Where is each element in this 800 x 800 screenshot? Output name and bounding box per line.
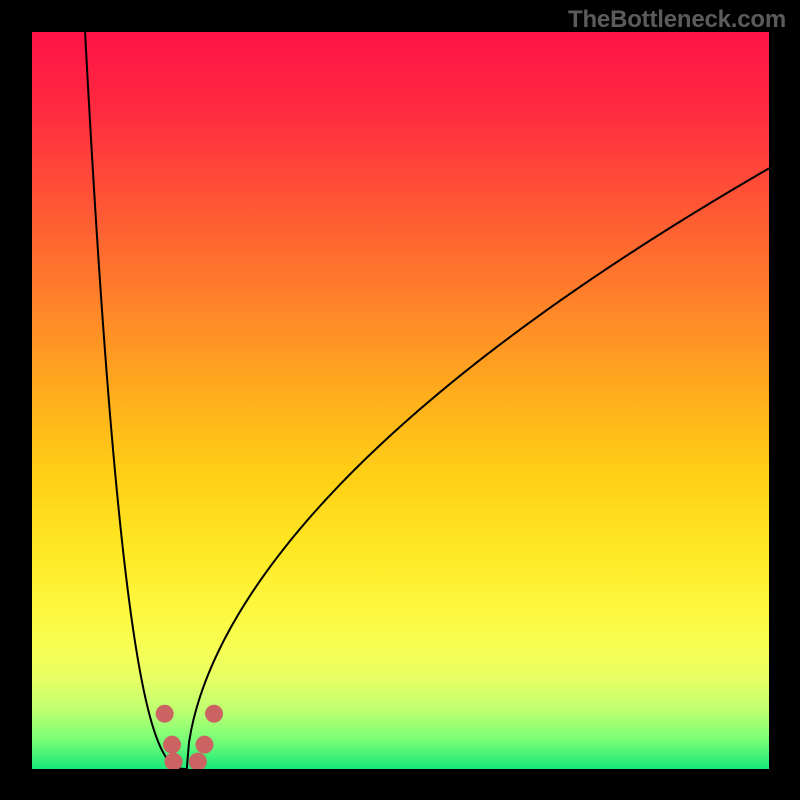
bottleneck-chart-svg <box>0 0 800 800</box>
watermark-text: TheBottleneck.com <box>568 6 786 34</box>
data-marker <box>189 753 207 771</box>
data-marker <box>205 705 223 723</box>
data-marker <box>195 736 213 754</box>
data-marker <box>156 705 174 723</box>
data-marker <box>163 736 181 754</box>
data-marker <box>165 753 183 771</box>
chart-frame: TheBottleneck.com <box>0 0 800 800</box>
chart-background-gradient <box>32 32 769 769</box>
